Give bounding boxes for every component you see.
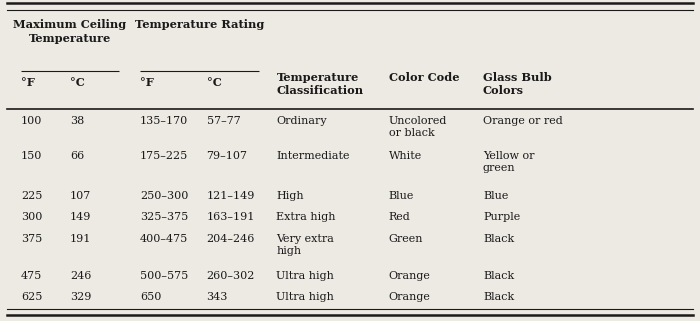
Text: Red: Red — [389, 212, 410, 222]
Text: 375: 375 — [21, 234, 42, 244]
Text: 150: 150 — [21, 151, 43, 161]
Text: High: High — [276, 191, 304, 201]
Text: 204–246: 204–246 — [206, 234, 255, 244]
Text: 650: 650 — [140, 292, 162, 302]
Text: 300: 300 — [21, 212, 43, 222]
Text: Maximum Ceiling
Temperature: Maximum Ceiling Temperature — [13, 19, 127, 44]
Text: Intermediate: Intermediate — [276, 151, 350, 161]
Text: Orange: Orange — [389, 292, 430, 302]
Text: 260–302: 260–302 — [206, 271, 255, 281]
Text: Very extra
high: Very extra high — [276, 234, 335, 256]
Text: 163–191: 163–191 — [206, 212, 255, 222]
Text: Ultra high: Ultra high — [276, 292, 335, 302]
Text: 38: 38 — [70, 116, 84, 126]
Text: 191: 191 — [70, 234, 92, 244]
Text: Temperature
Classification: Temperature Classification — [276, 72, 363, 97]
Text: 100: 100 — [21, 116, 43, 126]
Text: 343: 343 — [206, 292, 228, 302]
Text: 57–77: 57–77 — [206, 116, 240, 126]
Text: Yellow or
green: Yellow or green — [483, 151, 535, 173]
Text: 79–107: 79–107 — [206, 151, 248, 161]
Text: °C: °C — [70, 77, 85, 88]
Text: °F: °F — [140, 77, 154, 88]
Text: 175–225: 175–225 — [140, 151, 188, 161]
Text: 325–375: 325–375 — [140, 212, 188, 222]
Text: 400–475: 400–475 — [140, 234, 188, 244]
Text: 135–170: 135–170 — [140, 116, 188, 126]
Text: 500–575: 500–575 — [140, 271, 188, 281]
Text: Glass Bulb
Colors: Glass Bulb Colors — [483, 72, 552, 97]
Text: Color Code: Color Code — [389, 72, 459, 83]
Text: 149: 149 — [70, 212, 92, 222]
Text: Orange: Orange — [389, 271, 430, 281]
Text: Blue: Blue — [389, 191, 414, 201]
Text: White: White — [389, 151, 421, 161]
Text: Orange or red: Orange or red — [483, 116, 563, 126]
Text: Ordinary: Ordinary — [276, 116, 327, 126]
Text: Temperature Rating: Temperature Rating — [135, 19, 264, 30]
Text: °C: °C — [206, 77, 221, 88]
Text: Purple: Purple — [483, 212, 520, 222]
Text: 225: 225 — [21, 191, 43, 201]
Text: 121–149: 121–149 — [206, 191, 255, 201]
Text: Blue: Blue — [483, 191, 508, 201]
Text: Ultra high: Ultra high — [276, 271, 335, 281]
Text: Black: Black — [483, 234, 514, 244]
Text: Green: Green — [389, 234, 423, 244]
Text: 329: 329 — [70, 292, 92, 302]
Text: 475: 475 — [21, 271, 42, 281]
Text: 107: 107 — [70, 191, 91, 201]
Text: °F: °F — [21, 77, 35, 88]
Text: Black: Black — [483, 271, 514, 281]
Text: 66: 66 — [70, 151, 84, 161]
Text: 246: 246 — [70, 271, 92, 281]
Text: Uncolored
or black: Uncolored or black — [389, 116, 447, 138]
Text: 250–300: 250–300 — [140, 191, 188, 201]
Text: Black: Black — [483, 292, 514, 302]
Text: Extra high: Extra high — [276, 212, 336, 222]
Text: 625: 625 — [21, 292, 43, 302]
